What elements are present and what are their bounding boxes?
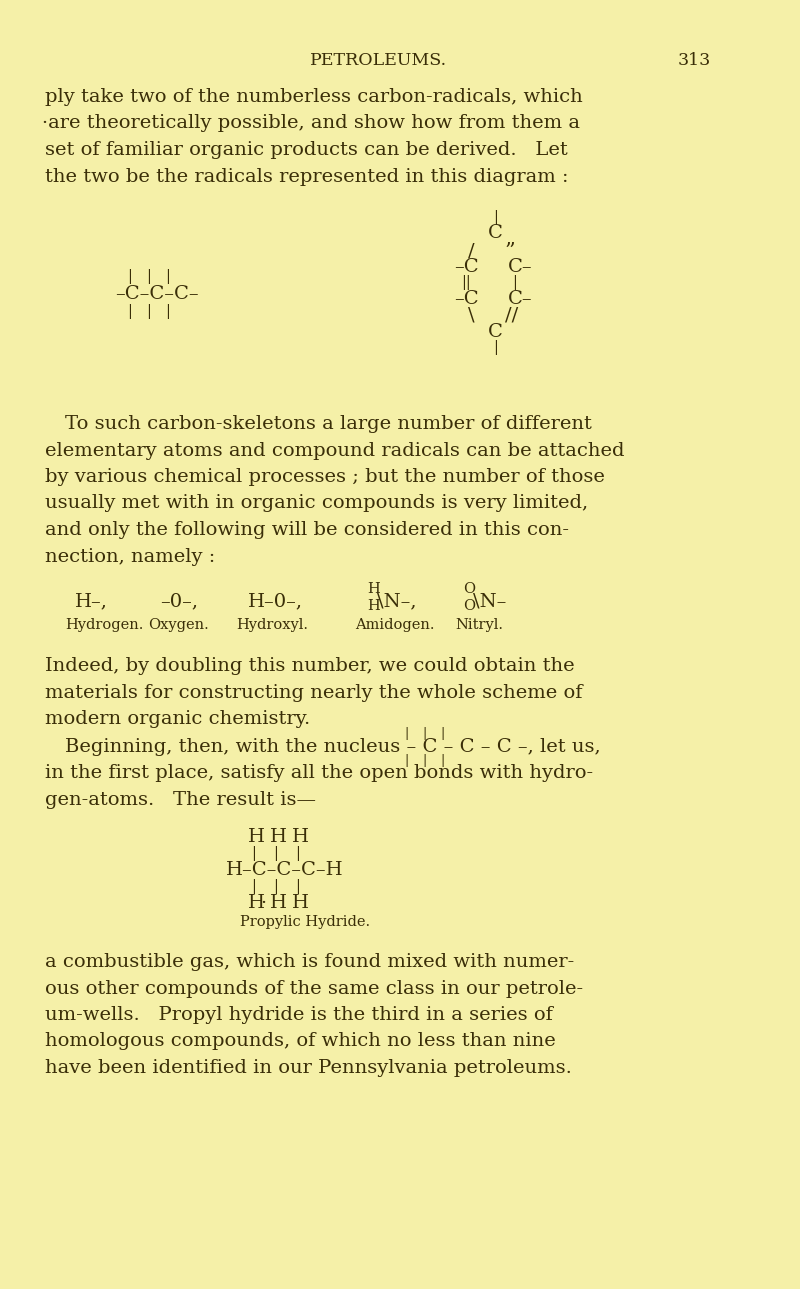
Text: O: O [463,583,475,596]
Text: H: H [292,895,309,913]
Text: /: / [468,242,474,260]
Text: modern organic chemistry.: modern organic chemistry. [45,710,310,728]
Text: \N–: \N– [473,592,506,610]
Text: |: | [273,846,278,861]
Text: ·are theoretically possible, and show how from them a: ·are theoretically possible, and show ho… [42,115,580,133]
Text: C–: C– [508,290,533,308]
Text: C–: C– [508,258,533,276]
Text: Nitryl.: Nitryl. [455,617,503,632]
Text: H: H [292,828,309,846]
Text: \: \ [468,307,474,325]
Text: –C: –C [454,290,478,308]
Text: |: | [512,275,517,290]
Text: –C–C–C–: –C–C–C– [115,285,198,303]
Text: elementary atoms and compound radicals can be attached: elementary atoms and compound radicals c… [45,442,625,459]
Text: //: // [505,307,518,325]
Text: H–C–C–C–H: H–C–C–C–H [226,861,344,879]
Text: |: | [404,727,408,740]
Text: Hydroxyl.: Hydroxyl. [236,617,308,632]
Text: |: | [251,846,256,861]
Text: Beginning, then, with the nucleus – C – C – C –, let us,: Beginning, then, with the nucleus – C – … [65,739,601,757]
Text: C: C [488,224,503,242]
Text: ply take two of the numberless carbon-radicals, which: ply take two of the numberless carbon-ra… [45,88,582,106]
Text: H: H [270,895,287,913]
Text: |: | [165,269,170,284]
Text: –C: –C [454,258,478,276]
Text: Amidogen.: Amidogen. [355,617,434,632]
Text: H–0–,: H–0–, [248,592,303,610]
Text: |: | [127,304,132,318]
Text: ||: || [461,275,470,290]
Text: |: | [422,727,426,740]
Text: \N–,: \N–, [377,592,417,610]
Text: |: | [440,727,444,740]
Text: |: | [440,754,444,767]
Text: H: H [367,599,380,614]
Text: |: | [493,210,498,226]
Text: |: | [295,879,300,895]
Text: |: | [493,340,498,354]
Text: Hydrogen.: Hydrogen. [65,617,143,632]
Text: gen-atoms.   The result is—: gen-atoms. The result is— [45,791,316,809]
Text: |: | [251,879,256,895]
Text: nection, namely :: nection, namely : [45,548,215,566]
Text: usually met with in organic compounds is very limited,: usually met with in organic compounds is… [45,495,588,513]
Text: 313: 313 [678,52,711,70]
Text: materials for constructing nearly the whole scheme of: materials for constructing nearly the wh… [45,683,582,701]
Text: C: C [488,324,503,342]
Text: H: H [270,828,287,846]
Text: ·: · [260,895,266,913]
Text: To such carbon-skeletons a large number of different: To such carbon-skeletons a large number … [65,415,592,433]
Text: H–,: H–, [75,592,108,610]
Text: H: H [367,583,380,596]
Text: ”: ” [505,242,516,260]
Text: |: | [422,754,426,767]
Text: um-wells.   Propyl hydride is the third in a series of: um-wells. Propyl hydride is the third in… [45,1005,553,1023]
Text: |: | [404,754,408,767]
Text: |: | [127,269,132,284]
Text: |: | [146,304,151,318]
Text: ous other compounds of the same class in our petrole-: ous other compounds of the same class in… [45,980,583,998]
Text: Propylic Hydride.: Propylic Hydride. [240,915,370,929]
Text: O: O [463,599,475,614]
Text: Indeed, by doubling this number, we could obtain the: Indeed, by doubling this number, we coul… [45,657,574,675]
Text: PETROLEUMS.: PETROLEUMS. [310,52,447,70]
Text: H: H [248,895,265,913]
Text: homologous compounds, of which no less than nine: homologous compounds, of which no less t… [45,1032,556,1051]
Text: by various chemical processes ; but the number of those: by various chemical processes ; but the … [45,468,605,486]
Text: the two be the radicals represented in this diagram :: the two be the radicals represented in t… [45,168,569,186]
Text: and only the following will be considered in this con-: and only the following will be considere… [45,521,569,539]
Text: |: | [273,879,278,895]
Text: set of familiar organic products can be derived.   Let: set of familiar organic products can be … [45,141,568,159]
Text: a combustible gas, which is found mixed with numer-: a combustible gas, which is found mixed … [45,953,574,971]
Text: |: | [295,846,300,861]
Text: |: | [146,269,151,284]
Text: –0–,: –0–, [160,592,198,610]
Text: Oxygen.: Oxygen. [148,617,209,632]
Text: have been identified in our Pennsylvania petroleums.: have been identified in our Pennsylvania… [45,1060,572,1078]
Text: |: | [165,304,170,318]
Text: H: H [248,828,265,846]
Text: in the first place, satisfy all the open bonds with hydro-: in the first place, satisfy all the open… [45,764,593,782]
